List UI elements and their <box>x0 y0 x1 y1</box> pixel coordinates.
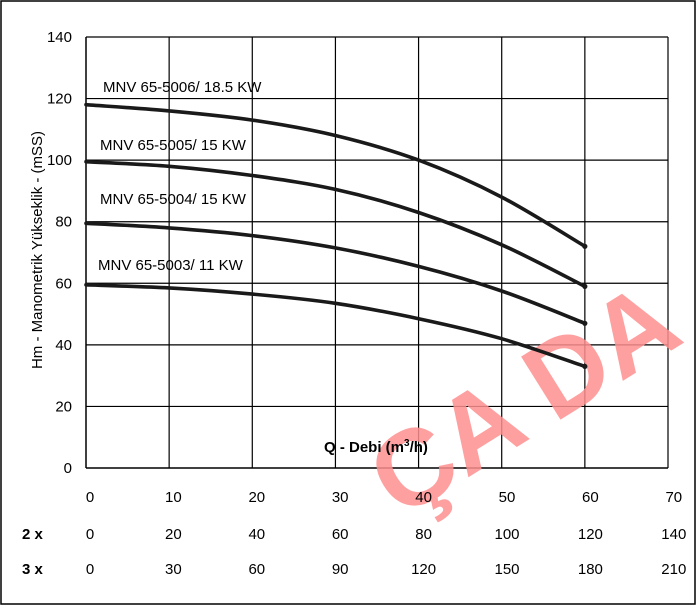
series-curve <box>84 102 587 249</box>
x-row-multiplier-label: 3 x <box>22 561 44 578</box>
y-tick-label: 140 <box>47 29 72 46</box>
grid <box>85 36 669 469</box>
curves <box>84 102 588 370</box>
x-tick-label-multiplied: 30 <box>165 561 182 578</box>
series-end-point <box>582 320 588 326</box>
y-tick-label: 100 <box>47 152 72 169</box>
x-tick-label-multiplied: 140 <box>661 526 686 543</box>
y-tick-label: 20 <box>55 398 72 415</box>
x-row-multiplier-label: 2 x <box>22 526 44 543</box>
series-labels: MNV 65-5006/ 18.5 KW MNV 65-5005/ 15 KW MN… <box>98 79 262 274</box>
series-label: MNV 65-5004/ 15 KW <box>100 191 247 208</box>
x-tick-label: 40 <box>415 489 432 506</box>
y-tick-label: 120 <box>47 91 72 108</box>
y-tick-label: 40 <box>55 337 72 354</box>
series-curve <box>84 283 587 369</box>
x-tick-label-multiplied: 60 <box>248 561 265 578</box>
y-tick-label: 60 <box>55 275 72 292</box>
y-tick-labels: 0 20 40 60 80 100 120 140 <box>47 29 72 477</box>
x-tick-label: 30 <box>332 489 349 506</box>
x-tick-label: 50 <box>499 489 516 506</box>
x-tick-label-multiplied: 20 <box>165 526 182 543</box>
x-tick-label-multiplied: 90 <box>332 561 349 578</box>
x-tick-label-multiplied: 0 <box>86 526 94 543</box>
x-tick-label-multiplied: 100 <box>494 526 519 543</box>
series-label: MNV 65-5006/ 18.5 KW <box>103 79 262 96</box>
x-tick-label-multiplied: 40 <box>248 526 265 543</box>
y-tick-label: 80 <box>55 214 72 231</box>
x-tick-label-multiplied: 180 <box>578 561 603 578</box>
x-tick-label: 20 <box>248 489 265 506</box>
series-label: MNV 65-5003/ 11 KW <box>98 257 244 274</box>
y-tick-label: 0 <box>64 460 72 477</box>
x-tick-label: 10 <box>165 489 182 506</box>
x-tick-label: 60 <box>582 489 599 506</box>
series-curve <box>84 159 587 289</box>
x-tick-label-multiplied: 60 <box>332 526 349 543</box>
series-end-point <box>582 243 588 249</box>
series-curve <box>84 221 587 326</box>
x-axis-label: Q - Debi (m3/h) <box>324 438 428 456</box>
x-tick-label: 70 <box>665 489 682 506</box>
x-tick-label-multiplied: 0 <box>86 561 94 578</box>
series-label: MNV 65-5005/ 15 KW <box>100 137 247 154</box>
x-tick-label-multiplied: 120 <box>411 561 436 578</box>
x-tick-label-multiplied: 120 <box>578 526 603 543</box>
x-tick-label-multiplied: 210 <box>661 561 686 578</box>
series-end-point <box>582 283 588 289</box>
x-tick-label-multiplied: 150 <box>494 561 519 578</box>
x-tick-labels: 0 10 20 30 40 50 60 70 2 x 0 20 40 60 80 100 120 140 3 x 0… <box>22 489 686 578</box>
x-tick-label-multiplied: 80 <box>415 526 432 543</box>
x-tick-label: 0 <box>86 489 94 506</box>
y-axis-label: Hm - Manometrik Yükseklik - (mSS) <box>29 131 46 369</box>
series-end-point <box>582 363 588 370</box>
